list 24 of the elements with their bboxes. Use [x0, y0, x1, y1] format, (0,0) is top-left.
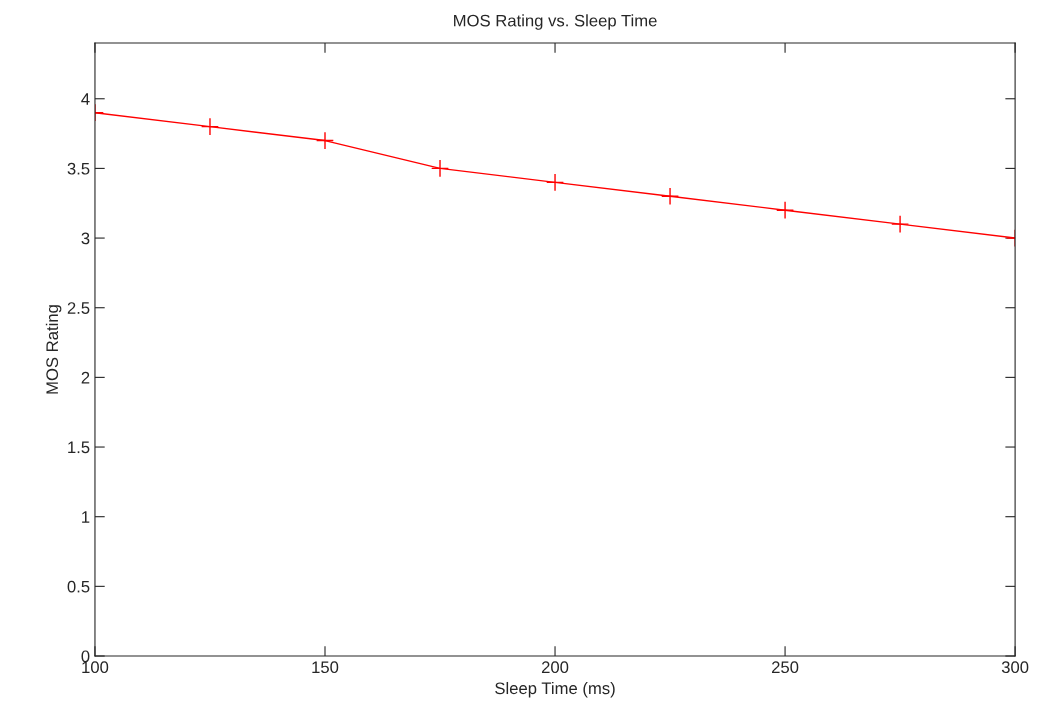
x-tick-label: 150 [312, 661, 339, 674]
x-tick-label: 300 [1001, 661, 1029, 674]
y-tick-label: 0.5 [67, 580, 90, 593]
point [546, 173, 565, 192]
y-tick-label: 0 [81, 650, 90, 663]
y-tick-label: 4 [81, 93, 90, 105]
point [891, 215, 910, 234]
y-tick-label: 1.5 [68, 441, 90, 454]
y-axis-title: MOS Rating [45, 305, 62, 394]
point [776, 201, 795, 220]
y-tick-label: 1 [82, 511, 90, 523]
point [200, 117, 220, 136]
x-axis-title: Sleep Time (ms) [495, 681, 615, 698]
point [315, 131, 335, 150]
y-tick-label: 2 [81, 371, 90, 384]
chart-title: MOS Rating vs. Sleep Time [454, 14, 657, 30]
y-tick-label: 3.5 [67, 162, 90, 175]
x-tick-label: 100 [82, 661, 109, 674]
y-tick-label: 2.5 [67, 302, 90, 314]
point [661, 187, 680, 206]
y-tick-label: 3 [81, 232, 90, 245]
x-tick-label: 250 [772, 661, 799, 674]
point [430, 159, 450, 178]
x-tick-label: 200 [541, 661, 569, 674]
